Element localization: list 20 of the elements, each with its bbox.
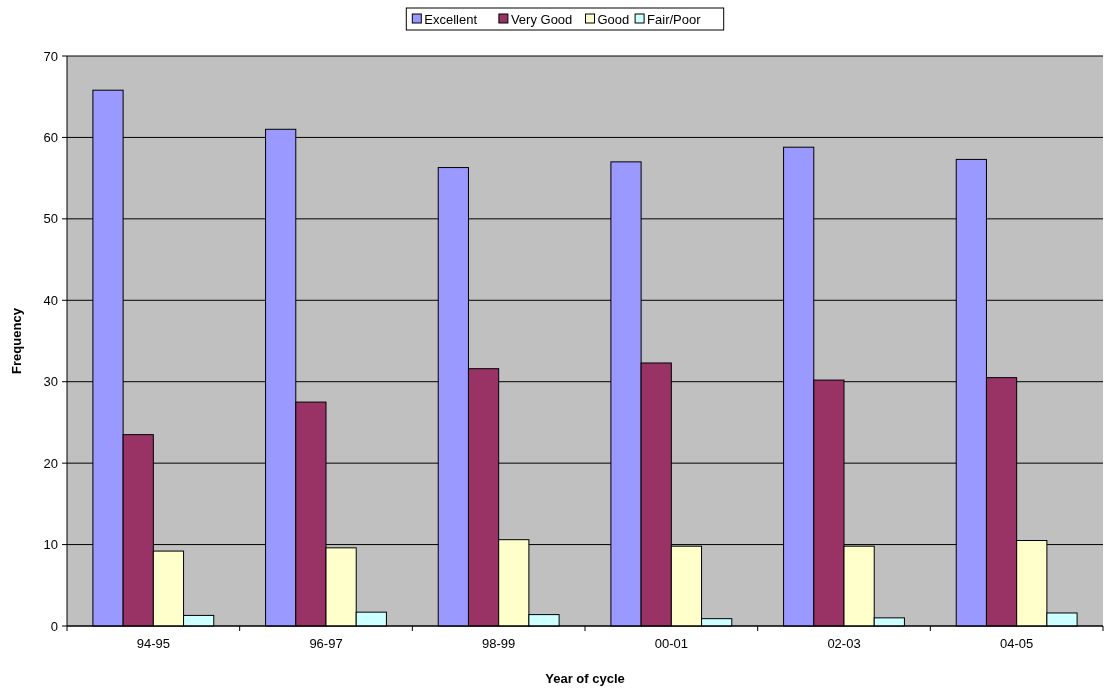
legend-label: Good [597,11,630,27]
y-tick-label: 20 [43,455,58,471]
x-tick-label: 96-97 [309,636,343,651]
y-tick-label: 30 [43,374,58,390]
x-tick-label: 98-99 [482,636,516,651]
y-tick-label: 60 [43,129,58,145]
y-tick-label: 10 [43,537,58,553]
x-axis-title: Year of cycle [545,671,625,686]
y-axis-title: Frequency [9,307,24,374]
legend-label: Fair/Poor [647,11,702,27]
y-tick-label: 50 [43,211,58,227]
y-tick-label: 70 [43,48,58,64]
y-tick-label: 40 [43,292,58,308]
x-tick-label: 94-95 [136,636,170,651]
legend-label: Excellent [424,11,478,27]
x-tick-label: 00-01 [654,636,688,651]
y-tick-label: 0 [50,618,58,634]
x-tick-label: 04-05 [1000,636,1034,651]
legend-label: Very Good [510,11,573,27]
x-tick-label: 02-03 [827,636,861,651]
